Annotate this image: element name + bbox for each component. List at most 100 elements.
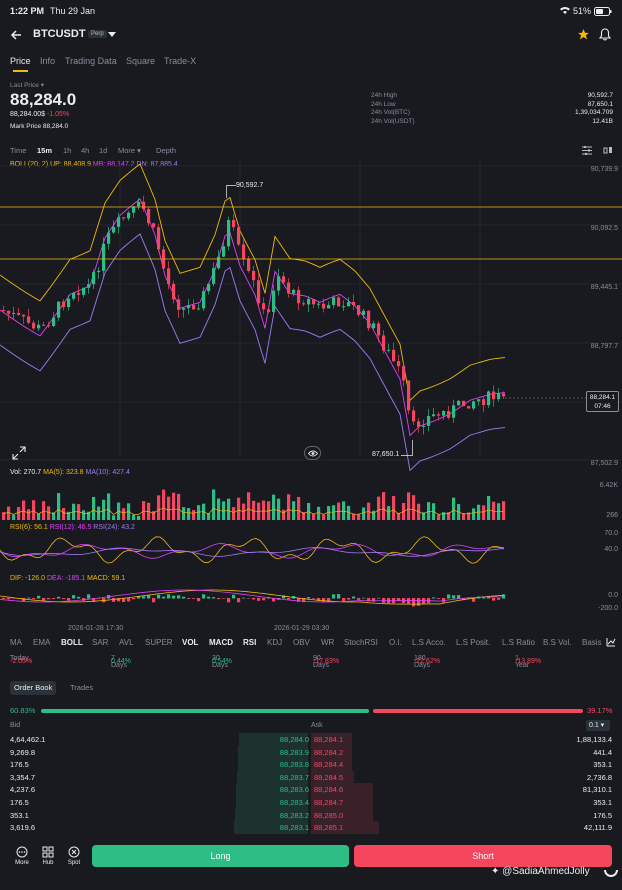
short-button[interactable]: Short — [354, 845, 612, 867]
volume-bar — [12, 514, 16, 520]
macd-axis-top: 0.0 — [608, 592, 618, 599]
interval-time[interactable]: Time — [10, 146, 27, 155]
long-button[interactable]: Long — [92, 845, 349, 867]
macd-bar — [367, 598, 371, 602]
macd-bar — [262, 598, 266, 601]
candle-body — [472, 401, 476, 409]
ask-price: 88,284.4 — [314, 760, 344, 770]
candle-body — [77, 292, 81, 295]
symbol-name[interactable]: BTCUSDT — [33, 28, 86, 40]
tab-trade-x[interactable]: Trade-X — [164, 56, 197, 66]
expand-chart-icon[interactable] — [12, 446, 26, 462]
interval-15m[interactable]: 15m — [37, 146, 53, 155]
candle-body — [262, 303, 266, 310]
ind-boll[interactable]: BOLL — [61, 638, 83, 647]
ind-ema[interactable]: EMA — [33, 638, 51, 647]
order-book-row[interactable]: 3,354.7 88,283.7 88,284.5 2,736.8 — [0, 770, 622, 784]
interval-depth[interactable]: Depth — [156, 146, 177, 155]
volume-bar — [347, 505, 351, 520]
interval-1d[interactable]: 1d — [99, 146, 108, 155]
ind-basis[interactable]: Basis — [582, 638, 602, 647]
candle-body — [212, 268, 216, 284]
star-icon[interactable] — [577, 28, 590, 43]
order-book-row[interactable]: 353.1 88,283.2 88,285.0 176.5 — [0, 808, 622, 822]
candle-body — [72, 292, 76, 299]
volume-bar — [237, 497, 241, 520]
indicator-edit-icon[interactable] — [606, 637, 616, 649]
ind-wr[interactable]: WR — [321, 638, 335, 647]
volume-bar — [42, 501, 46, 520]
macd-bar — [437, 598, 441, 599]
watermark-logo-icon: ✦ — [491, 866, 500, 877]
chevron-down-icon[interactable] — [108, 31, 116, 40]
ind-rsi[interactable]: RSI — [243, 638, 257, 647]
tab-price[interactable]: Price — [10, 56, 31, 72]
interval-more[interactable]: More ▾ — [118, 146, 141, 155]
candle-body — [382, 335, 386, 351]
candle-body — [112, 226, 116, 233]
candle-body — [277, 276, 281, 291]
candle-style-icon[interactable] — [603, 146, 613, 157]
ind-super[interactable]: SUPER — [145, 638, 173, 647]
ind-ma[interactable]: MA — [10, 638, 22, 647]
eye-icon[interactable] — [304, 446, 321, 460]
ind-kdj[interactable]: KDJ — [267, 638, 283, 647]
volume-bar — [162, 489, 166, 520]
perp-badge: Perp — [88, 30, 107, 38]
tab-trades[interactable]: Trades — [70, 683, 94, 692]
ind-ls-ratio[interactable]: L.S Ratio — [502, 638, 535, 647]
ind-sar[interactable]: SAR — [92, 638, 109, 647]
interval-1h[interactable]: 1h — [63, 146, 72, 155]
low-marker — [401, 440, 413, 456]
ind-ls-posit[interactable]: L.S Posit. — [456, 638, 491, 647]
ind-ls-acco[interactable]: L.S Acco. — [412, 638, 446, 647]
macd-bar — [432, 597, 436, 599]
ind-bs-vol[interactable]: B.S Vol. — [543, 638, 572, 647]
last-price-label[interactable]: Last Price ▾ — [10, 82, 44, 89]
order-book-row[interactable]: 176.5 88,283.4 88,284.7 353.1 — [0, 796, 622, 809]
tab-order-book[interactable]: Order Book — [10, 681, 57, 695]
chart-settings-icon[interactable] — [582, 145, 592, 157]
back-arrow-icon[interactable] — [10, 29, 22, 43]
macd-bar — [112, 598, 116, 602]
last-price: 88,284.0 — [10, 90, 77, 109]
tab-info[interactable]: Info — [40, 56, 56, 66]
order-book-row[interactable]: 3,619.6 88,283.1 88,285.1 42,111.9 — [0, 821, 622, 834]
performance-row: Today -2.05% 7 Days 0.44% 30 Days 0.54% 90 … — [10, 655, 542, 669]
order-book-row[interactable]: 4,237.6 88,283.6 88,284.6 81,310.1 — [0, 783, 622, 796]
tab-square[interactable]: Square — [126, 56, 156, 66]
stats-24h: 24h High 90,592.7 24h Low 87,650.1 24h Vol… — [371, 92, 613, 125]
tick-size-select[interactable]: 0.1 ▾ — [586, 720, 610, 731]
nav-more[interactable]: More — [12, 846, 32, 866]
nav-spot[interactable]: Spot — [64, 846, 84, 866]
volume-bar — [247, 492, 251, 520]
candle-body — [347, 302, 351, 307]
candle-body — [222, 246, 226, 257]
volume-bar — [157, 495, 161, 520]
candlestick-chart[interactable] — [0, 160, 622, 480]
volume-bar — [332, 505, 336, 520]
ind-vol[interactable]: VOL — [182, 638, 199, 647]
ind-obv[interactable]: OBV — [293, 638, 310, 647]
candle-body — [292, 289, 296, 294]
volume-bar — [207, 513, 211, 520]
candle-body — [442, 410, 446, 416]
bid-price: 88,284.0 — [279, 735, 309, 744]
order-book-row[interactable]: 176.5 88,283.8 88,284.4 353.1 — [0, 758, 622, 771]
nav-hub[interactable]: Hub — [38, 846, 58, 866]
candle-body — [502, 393, 506, 397]
order-book-row[interactable]: 9,269.8 88,283.9 88,284.2 441.4 — [0, 745, 622, 759]
ind-stochrsi[interactable]: StochRSI — [344, 638, 378, 647]
candle-body — [337, 297, 341, 307]
bell-icon[interactable] — [598, 28, 612, 43]
tab-trading-data[interactable]: Trading Data — [65, 56, 117, 66]
ask-price: 88,284.2 — [314, 747, 344, 757]
ind-macd[interactable]: MACD — [209, 638, 233, 647]
order-book-row[interactable]: 4,64,462.1 88,284.0 88,284.1 1,88,133.4 — [0, 733, 622, 746]
candle-body — [437, 414, 441, 416]
candle-body — [67, 298, 71, 308]
interval-bar: Time 15m 1h 4h 1d More ▾ Depth — [0, 145, 622, 158]
ind-oi[interactable]: O.I. — [389, 638, 402, 647]
interval-4h[interactable]: 4h — [81, 146, 90, 155]
ind-avl[interactable]: AVL — [119, 638, 134, 647]
